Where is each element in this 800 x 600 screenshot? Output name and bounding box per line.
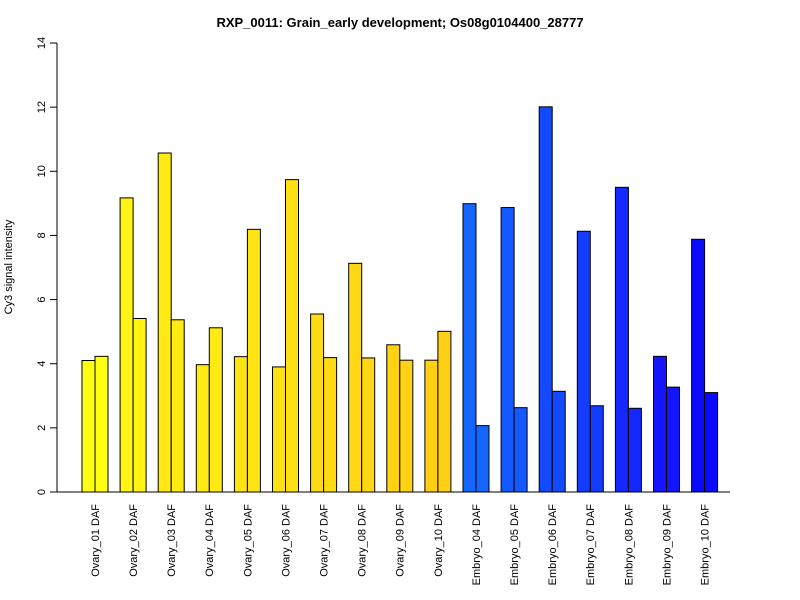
x-tick-label: Embryo_10 DAF: [699, 504, 711, 586]
x-tick-label: Embryo_07 DAF: [585, 504, 597, 586]
y-axis-label: Cy3 signal intensity: [3, 219, 15, 314]
x-tick-label: Ovary_01 DAF: [90, 504, 102, 577]
x-tick-label: Ovary_04 DAF: [204, 504, 216, 577]
bar-b-15: [627, 407, 642, 493]
x-tick-label: Ovary_03 DAF: [166, 504, 178, 577]
bar-b-2: [132, 317, 147, 493]
x-tick-label: Ovary_05 DAF: [242, 504, 254, 577]
x-tick-label: Ovary_10 DAF: [433, 504, 445, 577]
x-tick-label: Ovary_09 DAF: [395, 504, 407, 577]
bar-b-9: [399, 359, 414, 493]
bar-a-12: [500, 207, 515, 493]
y-tick-label: 0: [36, 489, 48, 495]
x-tick-label: Ovary_07 DAF: [318, 504, 330, 577]
bar-b-8: [361, 357, 376, 493]
bar-b-13: [551, 390, 566, 493]
y-axis: 0 2 4 6 8 10 12 14: [36, 37, 58, 495]
bar-b-11: [475, 425, 490, 493]
bar-a-10: [424, 359, 439, 493]
y-tick-label: 2: [36, 425, 48, 431]
bar-b-14: [589, 405, 604, 493]
y-tick-label: 8: [36, 232, 48, 238]
bar-b-17: [704, 392, 719, 493]
y-tick-label: 10: [36, 165, 48, 177]
bar-a-17: [691, 238, 706, 493]
y-tick-label: 6: [36, 297, 48, 303]
x-tick-label: Ovary_06 DAF: [280, 504, 292, 577]
bar-a-15: [614, 186, 629, 493]
bar-a-11: [462, 203, 477, 493]
bar-a-14: [576, 230, 591, 493]
x-tick-label: Embryo_05 DAF: [509, 504, 521, 586]
bar-b-3: [170, 319, 185, 493]
bar-a-5: [233, 356, 248, 493]
bar-a-6: [272, 366, 286, 493]
x-tick-label: Ovary_08 DAF: [357, 504, 369, 577]
x-tick-label: Ovary_02 DAF: [128, 504, 140, 577]
x-tick-label: Embryo_06 DAF: [547, 504, 559, 586]
bar-a-2: [119, 197, 134, 493]
x-tick-label: Embryo_09 DAF: [661, 504, 673, 586]
bar-a-9: [386, 344, 401, 493]
bars-group: [81, 106, 719, 493]
x-axis: Ovary_01 DAF Ovary_02 DAF Ovary_03 DAF Ovar…: [57, 491, 730, 586]
x-tick-label: Embryo_04 DAF: [471, 504, 483, 586]
y-tick-label: 4: [36, 361, 48, 367]
bar-a-7: [310, 313, 325, 493]
bar-a-13: [538, 106, 553, 493]
bar-b-16: [666, 386, 680, 493]
chart-title: RXP_0011: Grain_early development; Os08g…: [216, 15, 583, 30]
bar-a-1: [81, 360, 96, 493]
bar-b-4: [208, 327, 223, 493]
bar-b-1: [94, 355, 109, 493]
bar-b-12: [513, 407, 528, 493]
bar-b-5: [246, 228, 261, 493]
bar-a-16: [653, 355, 667, 493]
y-tick-label: 12: [36, 101, 48, 113]
y-tick-label: 14: [36, 37, 48, 49]
bar-b-6: [285, 179, 299, 493]
x-tick-label: Embryo_08 DAF: [623, 504, 635, 586]
bar-a-3: [157, 152, 172, 493]
bar-a-4: [195, 364, 210, 493]
bar-b-7: [323, 357, 338, 493]
bar-b-10: [437, 330, 452, 493]
bar-a-8: [348, 262, 363, 493]
